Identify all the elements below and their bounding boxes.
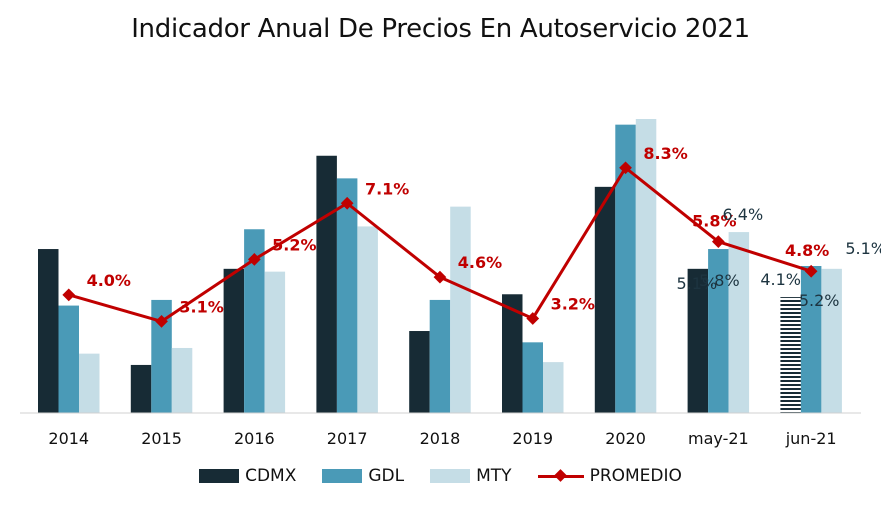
bar-cdmx-2020 bbox=[594, 186, 616, 413]
bar-gdl-2017 bbox=[336, 178, 358, 413]
bar-label-mty-may-21: 6.4% bbox=[723, 205, 764, 224]
legend-label-cdmx: CDMX bbox=[245, 466, 297, 486]
bar-label-gdl-may-21: 5.8% bbox=[699, 271, 740, 290]
promedio-marker-2014 bbox=[62, 288, 76, 302]
bar-gdl-2018 bbox=[429, 299, 451, 413]
bar-mty-2015 bbox=[171, 347, 193, 413]
bar-mty-2016 bbox=[264, 271, 286, 413]
bar-cdmx-2018 bbox=[409, 331, 430, 413]
bar-label-cdmx-may-21: 5.1% bbox=[677, 274, 718, 293]
legend-item-promedio: PROMEDIO bbox=[537, 466, 682, 486]
bar-gdl-jun-21 bbox=[800, 266, 822, 413]
promedio-marker-2017 bbox=[340, 196, 354, 210]
legend: CDMX GDL MTY PROMEDIO bbox=[0, 466, 881, 486]
legend-item-cdmx: CDMX bbox=[199, 466, 296, 486]
x-tick-label: 2020 bbox=[605, 429, 646, 448]
bar-gdl-may-21 bbox=[708, 249, 729, 413]
bar-mty-jun-21 bbox=[821, 268, 842, 413]
bar-label-mty-jun-21: 5.1% bbox=[845, 239, 881, 258]
bar-gdl-2020 bbox=[615, 124, 636, 414]
promedio-label-may-21: 5.8% bbox=[692, 212, 736, 231]
legend-item-mty: MTY bbox=[430, 466, 512, 486]
bar-cdmx-2015 bbox=[130, 364, 152, 413]
x-tick-label: 2016 bbox=[234, 429, 275, 448]
legend-label-mty: MTY bbox=[476, 466, 512, 486]
x-tick-label: 2015 bbox=[141, 429, 182, 448]
chart-title: Indicador Anual De Precios En Autoservic… bbox=[131, 14, 750, 44]
x-tick-label: jun-21 bbox=[785, 429, 837, 448]
promedio-label-2015: 3.1% bbox=[179, 297, 223, 316]
legend-item-gdl: GDL bbox=[322, 466, 404, 486]
promedio-label-2017: 7.1% bbox=[365, 179, 409, 198]
promedio-marker-2018 bbox=[433, 270, 447, 284]
promedio-label-2019: 3.2% bbox=[551, 294, 595, 313]
promedio-label-2016: 5.2% bbox=[272, 235, 316, 254]
promedio-label-2018: 4.6% bbox=[458, 253, 502, 272]
x-tick-label: 2014 bbox=[48, 429, 89, 448]
promedio-label-2020: 8.3% bbox=[643, 144, 687, 163]
legend-swatch-cdmx bbox=[199, 469, 240, 483]
bar-cdmx-may-21 bbox=[687, 268, 709, 413]
bar-gdl-2015 bbox=[151, 299, 172, 413]
promedio-label-jun-21: 4.8% bbox=[785, 241, 829, 260]
bar-gdl-2014 bbox=[58, 305, 79, 413]
legend-label-gdl: GDL bbox=[368, 466, 405, 486]
legend-label-promedio: PROMEDIO bbox=[589, 466, 682, 486]
x-tick-label: 2017 bbox=[327, 429, 368, 448]
legend-swatch-mty bbox=[430, 469, 471, 483]
promedio-marker-2015 bbox=[155, 315, 168, 328]
bar-cdmx-2017 bbox=[316, 155, 337, 413]
bar-cdmx-2016 bbox=[223, 268, 245, 413]
bar-label-gdl-jun-21: 5.2% bbox=[799, 291, 840, 310]
legend-swatch-gdl bbox=[322, 469, 363, 483]
bar-gdl-2016 bbox=[244, 229, 265, 413]
x-tick-label: 2019 bbox=[512, 429, 553, 448]
legend-swatch-promedio bbox=[537, 469, 584, 483]
bar-label-cdmx-jun-21: 4.1% bbox=[760, 270, 801, 289]
x-tick-label: may-21 bbox=[688, 429, 749, 448]
x-tick-label: 2018 bbox=[420, 429, 461, 448]
bar-mty-2020 bbox=[635, 119, 657, 413]
promedio-label-2014: 4.0% bbox=[87, 271, 131, 290]
bar-mty-2014 bbox=[79, 353, 100, 413]
bar-cdmx-jun-21 bbox=[780, 297, 801, 413]
bar-cdmx-2019 bbox=[502, 294, 523, 413]
promedio-marker-2016 bbox=[247, 253, 261, 266]
bar-gdl-2019 bbox=[522, 342, 543, 413]
bar-mty-2019 bbox=[543, 362, 564, 413]
bar-mty-2017 bbox=[357, 226, 378, 413]
bar-mty-2018 bbox=[450, 206, 471, 413]
bar-cdmx-2014 bbox=[38, 249, 59, 413]
bar-mty-may-21 bbox=[728, 232, 750, 413]
